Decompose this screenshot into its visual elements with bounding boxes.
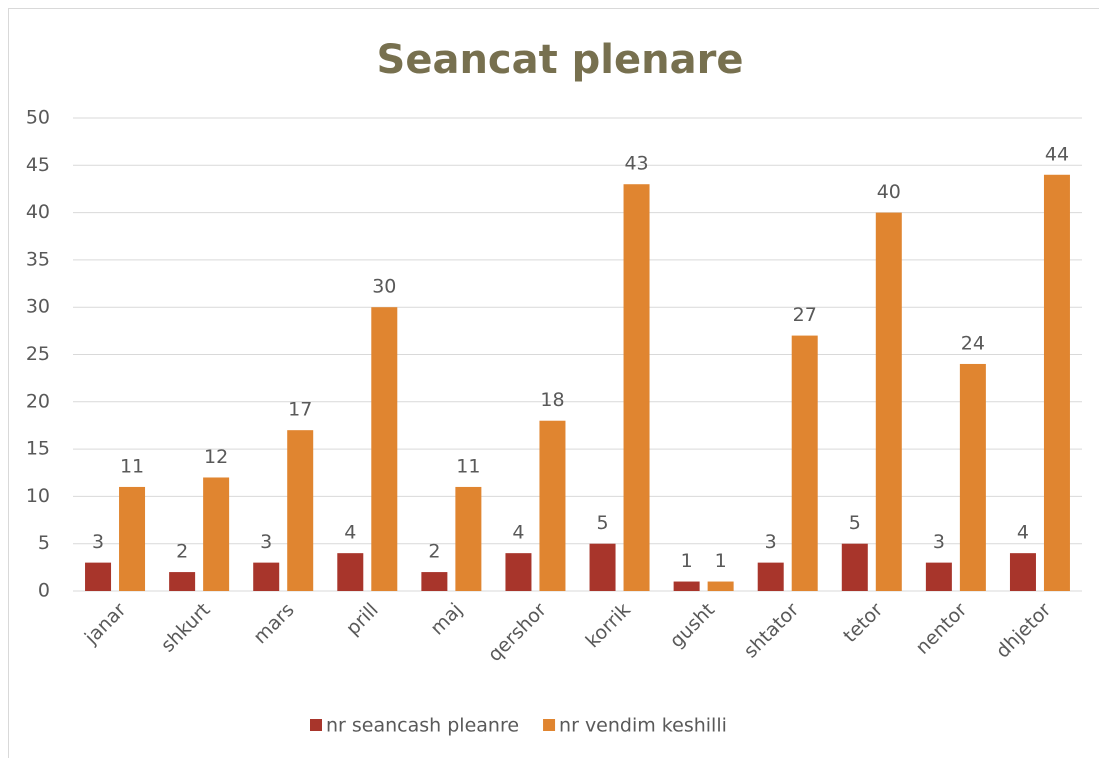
value-label: 27 [793, 304, 817, 326]
bar [253, 562, 280, 591]
y-tick-label: 20 [26, 390, 50, 412]
value-label: 43 [624, 153, 648, 175]
legend-label: nr seancash pleanre [326, 715, 519, 737]
bar [707, 581, 734, 591]
value-label: 4 [344, 522, 356, 544]
bar [119, 486, 146, 591]
bar [455, 486, 482, 591]
y-tick-label: 30 [26, 296, 50, 318]
value-label: 3 [260, 531, 272, 553]
bar [791, 335, 818, 591]
value-label: 24 [961, 332, 985, 354]
bar [505, 553, 532, 591]
bar [925, 562, 952, 591]
bar [673, 581, 700, 591]
value-label: 11 [120, 455, 144, 477]
x-tick-label: korrik [582, 599, 635, 652]
value-label: 30 [372, 276, 396, 298]
bar [85, 562, 112, 591]
value-label: 2 [176, 541, 188, 563]
value-label: 12 [204, 446, 228, 468]
legend-swatch [543, 719, 556, 731]
bar [959, 363, 986, 591]
x-tick-label: gusht [666, 599, 719, 652]
value-label: 3 [765, 531, 777, 553]
value-label: 5 [849, 512, 861, 534]
x-tick-label: qershor [484, 599, 551, 666]
bar [539, 420, 566, 591]
x-tick-label: dhjetor [992, 599, 1056, 663]
value-label: 40 [877, 181, 901, 203]
bar [421, 572, 448, 591]
x-tick-label: prill [342, 599, 383, 640]
bar [875, 212, 902, 591]
bar [287, 430, 314, 591]
y-tick-label: 0 [38, 580, 50, 602]
value-label: 2 [428, 541, 440, 563]
x-tick-label: nentor [911, 599, 971, 659]
value-label: 11 [456, 455, 480, 477]
chart-title: Seancat plenare [377, 37, 744, 83]
bar [589, 543, 616, 591]
x-tick-label: maj [426, 599, 467, 640]
value-label: 3 [933, 531, 945, 553]
bar [337, 553, 364, 591]
legend-label: nr vendim keshilli [559, 715, 727, 737]
y-tick-label: 45 [26, 154, 50, 176]
y-tick-label: 25 [26, 343, 50, 365]
bar [841, 543, 868, 591]
x-tick-label: janar [80, 599, 131, 650]
value-label: 18 [540, 389, 564, 411]
bar [371, 307, 398, 591]
y-tick-label: 15 [26, 438, 50, 460]
y-tick-label: 10 [26, 485, 50, 507]
legend-swatch [310, 719, 322, 731]
bar [203, 477, 230, 591]
x-tick-label: tetor [839, 599, 887, 647]
bar [1009, 553, 1036, 591]
value-label: 17 [288, 399, 312, 421]
y-tick-label: 50 [26, 107, 50, 129]
bar [1043, 174, 1070, 591]
bar [757, 562, 784, 591]
value-label: 3 [92, 531, 104, 553]
bar [169, 572, 196, 591]
y-tick-label: 35 [26, 248, 50, 270]
x-tick-label: shtator [740, 599, 804, 663]
value-label: 4 [512, 522, 524, 544]
y-tick-label: 40 [26, 201, 50, 223]
y-tick-label: 5 [38, 532, 50, 554]
bar [623, 184, 650, 591]
x-tick-label: shkurt [157, 599, 215, 657]
value-label: 44 [1045, 143, 1069, 165]
value-label: 5 [596, 512, 608, 534]
value-label: 1 [681, 550, 693, 572]
x-tick-label: mars [249, 599, 298, 648]
value-label: 1 [715, 550, 727, 572]
chart-frame [8, 8, 1099, 758]
value-label: 4 [1017, 522, 1029, 544]
